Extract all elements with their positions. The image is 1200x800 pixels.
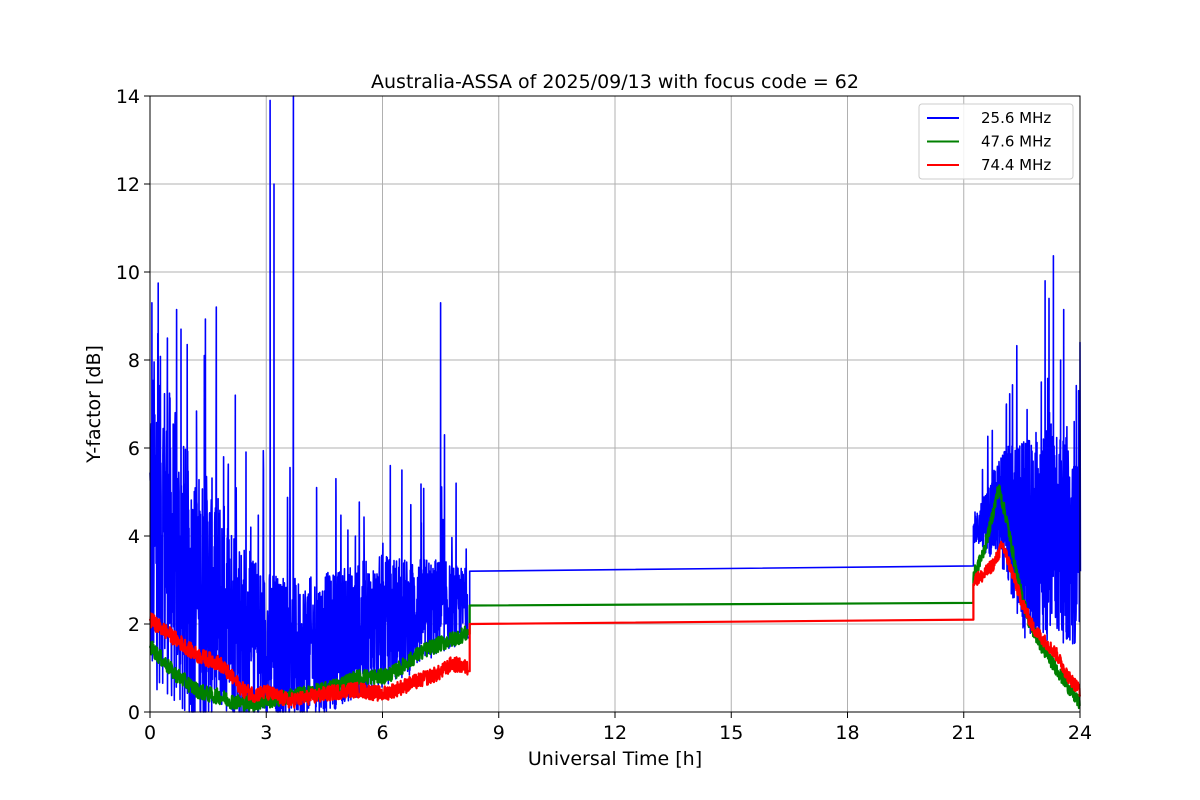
y-tick-label: 0 <box>128 702 140 724</box>
y-tick-label: 4 <box>128 526 140 548</box>
series-line <box>148 540 1082 709</box>
x-tick-label: 6 <box>376 722 388 744</box>
y-tick-label: 12 <box>116 174 140 196</box>
legend-label: 25.6 MHz <box>981 109 1051 127</box>
legend-label: 47.6 MHz <box>981 133 1051 151</box>
legend: 25.6 MHz 47.6 MHz 74.4 MHz <box>918 103 1074 180</box>
x-tick-label: 12 <box>603 722 627 744</box>
x-tick-label: 24 <box>1068 722 1092 744</box>
series-2 <box>148 540 1082 709</box>
y-tick-label: 14 <box>116 86 140 108</box>
y-axis-label: Y-factor [dB] <box>83 345 105 464</box>
legend-label: 74.4 MHz <box>981 156 1051 174</box>
x-tick-label: 21 <box>952 722 976 744</box>
series-line <box>148 484 1081 712</box>
x-axis-label: Universal Time [h] <box>528 748 702 770</box>
chart-title: Australia-ASSA of 2025/09/13 with focus … <box>371 71 859 93</box>
x-tick-label: 9 <box>493 722 505 744</box>
x-tick-label: 15 <box>719 722 743 744</box>
series-layer <box>148 95 1082 713</box>
x-tick-label: 18 <box>835 722 859 744</box>
legend-box <box>918 103 1074 180</box>
x-tick-label: 3 <box>260 722 272 744</box>
y-tick-label: 2 <box>128 614 140 636</box>
y-tick-label: 10 <box>116 262 140 284</box>
series-1 <box>148 484 1081 712</box>
x-tick-label: 0 <box>144 722 156 744</box>
y-tick-label: 6 <box>128 438 140 460</box>
y-tick-label: 8 <box>128 350 140 372</box>
